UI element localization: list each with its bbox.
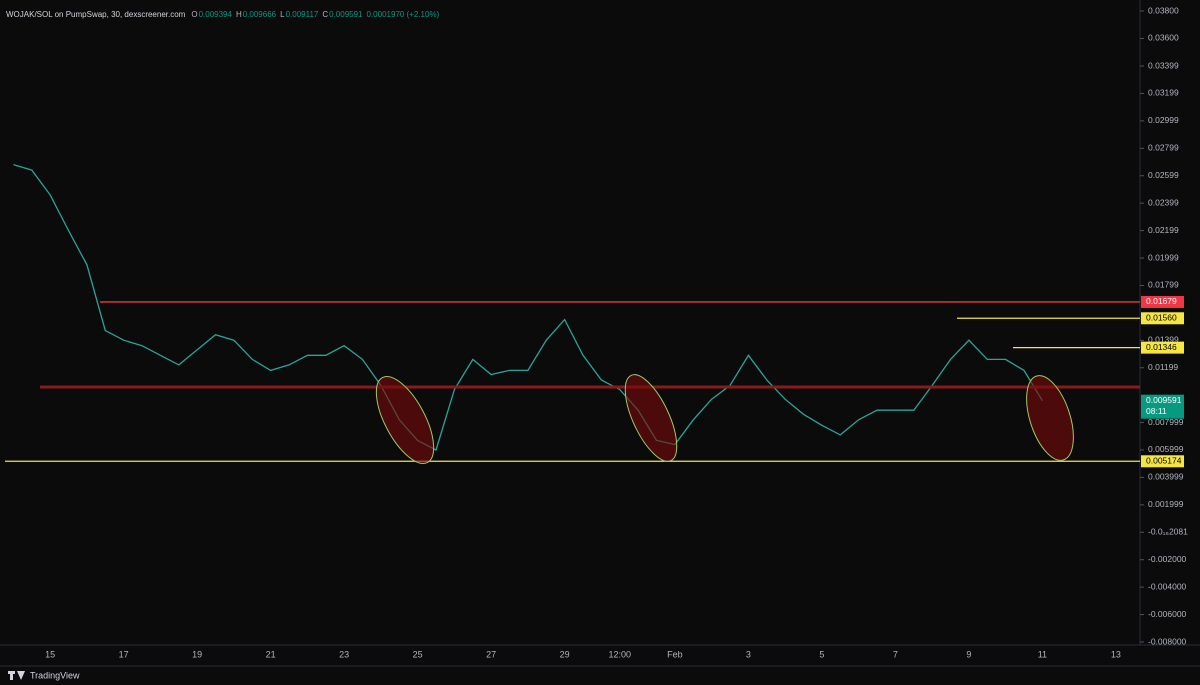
ohlc-value: 0.009117 [286, 10, 319, 19]
y-tick-label: 0.03199 [1148, 88, 1179, 98]
y-tick-label: 0.01799 [1148, 280, 1179, 290]
level-label: 0.01679 [1146, 296, 1177, 306]
y-tick-label: 0.007999 [1148, 417, 1184, 427]
y-tick-label: -0.002000 [1148, 554, 1187, 564]
level-label-bg [1141, 312, 1184, 325]
change: 0.0001970 (+2.10%) [367, 10, 440, 19]
x-tick-label: 15 [45, 649, 55, 659]
y-tick-label: 0.02999 [1148, 115, 1179, 125]
annotations [375, 374, 1074, 464]
y-tick-label: 0.02399 [1148, 197, 1179, 207]
y-tick-label: 0.001999 [1148, 499, 1184, 509]
x-tick-label: 21 [266, 649, 276, 659]
x-tick-label: 27 [486, 649, 496, 659]
axes: 0.03800 0.03600 0.03399 0.03199 0.02999 0.027… [45, 5, 1188, 659]
y-tick-label: 0.03399 [1148, 60, 1179, 70]
x-tick-label: 12:00 [609, 649, 632, 659]
x-tick-label: 29 [560, 649, 570, 659]
x-tick-label: 3 [746, 649, 751, 659]
highlight-ellipse [624, 374, 678, 462]
x-tick-label: 25 [413, 649, 423, 659]
level-label-bg [1141, 295, 1184, 308]
x-tick-label: 13 [1111, 649, 1121, 659]
y-tick-label: 0.01399 [1148, 335, 1179, 345]
y-tick-label: 0.02799 [1148, 143, 1179, 153]
y-tick-label: 0.005999 [1148, 444, 1184, 454]
brand: TradingView [30, 670, 80, 680]
ohlc-label: H [236, 10, 242, 19]
price-line [13, 163, 1043, 451]
level-label-bg [1141, 341, 1184, 354]
y-tick-label: 0.02599 [1148, 170, 1179, 180]
y-tick-label: 0.003999 [1148, 472, 1184, 482]
ohlc-value: 0.009666 [243, 10, 277, 19]
ohlc-label: L [280, 10, 285, 19]
highlight-ellipse [1026, 375, 1074, 461]
y-tick-label: -0.008000 [1148, 636, 1187, 646]
last-price-bg [1141, 394, 1184, 419]
symbol-title: WOJAK/SOL on PumpSwap, 30, dexscreener.c… [6, 10, 186, 19]
y-tick-label: -0.006000 [1148, 609, 1187, 619]
y-tick-label: -0.004000 [1148, 581, 1187, 591]
last-price: 0.009591 [1146, 395, 1182, 405]
y-tick-label: 0.02199 [1148, 225, 1179, 235]
ohlc-value: 0.009394 [199, 10, 233, 19]
countdown: 08:11 [1146, 406, 1167, 416]
x-tick-label: 11 [1038, 649, 1047, 659]
y-tick-label: 0.03600 [1148, 33, 1179, 43]
x-tick-label: 5 [819, 649, 824, 659]
header: WOJAK/SOL on PumpSwap, 30, dexscreener.c… [6, 10, 440, 19]
y-tick-label: -0.0₁₆2081 [1148, 527, 1188, 537]
level-label: 0.01560 [1146, 313, 1177, 323]
y-tick-label: 0.03800 [1148, 5, 1179, 15]
level-label-bg [1141, 455, 1184, 468]
x-tick-label: 9 [966, 649, 971, 659]
y-tick-label: 0.01999 [1148, 252, 1179, 262]
brand-logo [8, 671, 25, 680]
ohlc-value: 0.009591 [329, 10, 363, 19]
ohlc-label: C [322, 10, 328, 19]
level-label: 0.01346 [1146, 342, 1177, 352]
x-tick-label: 19 [192, 649, 202, 659]
highlight-ellipse [375, 376, 435, 464]
y-tick-label: 0.01199 [1148, 362, 1178, 372]
x-tick-label: 17 [119, 649, 129, 659]
x-tick-label: 23 [339, 649, 349, 659]
plot [5, 163, 1140, 462]
x-tick-label: Feb [667, 649, 683, 659]
ohlc-label: O [191, 10, 197, 19]
x-tick-label: 7 [893, 649, 898, 659]
level-label: 0.005174 [1146, 456, 1182, 466]
